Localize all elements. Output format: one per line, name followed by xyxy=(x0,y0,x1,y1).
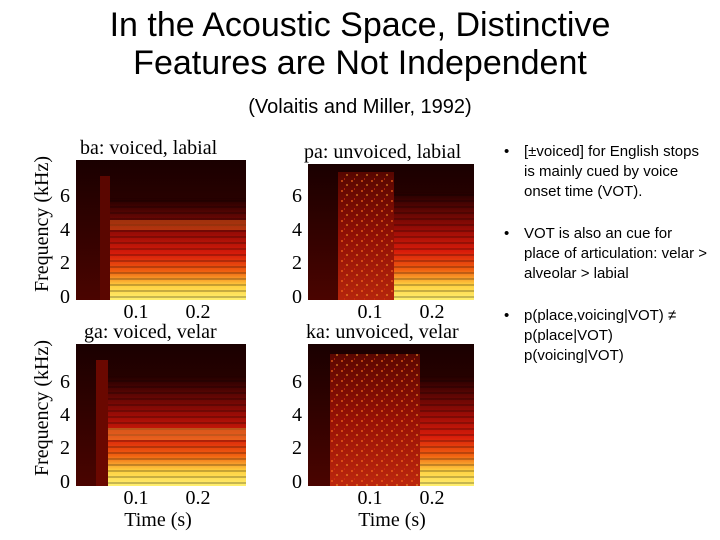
title-line-1: In the Acoustic Space, Distinctive xyxy=(109,6,611,44)
y-tick: 2 xyxy=(292,437,302,459)
bullet-item: • [±voiced] for English stops is mainly … xyxy=(498,142,710,202)
y-tick: 4 xyxy=(292,219,302,241)
x-tick: 0.2 xyxy=(420,301,445,323)
panel-label-ga: ga: voiced, velar xyxy=(84,321,217,343)
bullet-marker: • xyxy=(504,143,510,160)
x-tick: 0.2 xyxy=(420,487,445,509)
y-tick: 0 xyxy=(60,471,70,493)
bullet-text: VOT is also an cue for place of articula… xyxy=(524,225,708,282)
bullet-text: p(place,voicing|VOT) ≠ p(place|VOT) p(vo… xyxy=(524,307,677,364)
bullet-marker: • xyxy=(504,225,510,242)
y-tick: 2 xyxy=(60,252,70,274)
y-tick: 6 xyxy=(292,185,302,207)
spectrogram-pa xyxy=(308,164,474,300)
y-tick: 6 xyxy=(60,371,70,393)
y-axis-label-top: Frequency (kHz) xyxy=(31,156,53,292)
x-tick: 0.1 xyxy=(124,301,149,323)
bullet-list: • [±voiced] for English stops is mainly … xyxy=(498,142,710,388)
bullet-text: [±voiced] for English stops is mainly cu… xyxy=(524,143,699,200)
bullet-item: • p(place,voicing|VOT) ≠ p(place|VOT) p(… xyxy=(498,306,710,366)
panel-label-ka: ka: unvoiced, velar xyxy=(306,321,459,343)
panel-label-pa: pa: unvoiced, labial xyxy=(304,141,462,163)
x-tick: 0.2 xyxy=(186,301,211,323)
x-tick: 0.1 xyxy=(358,487,383,509)
title-line-2: Features are Not Independent xyxy=(133,44,587,82)
panel-label-ba: ba: voiced, labial xyxy=(80,137,218,159)
y-tick: 6 xyxy=(60,185,70,207)
y-tick: 0 xyxy=(292,471,302,493)
x-tick: 0.2 xyxy=(186,487,211,509)
y-tick: 4 xyxy=(60,219,70,241)
spectrogram-ka xyxy=(308,344,474,486)
bullet-marker: • xyxy=(504,307,510,324)
spectrogram-ga xyxy=(76,344,246,486)
spectrogram-figure: ba: voiced, labial pa: unvoiced, labial … xyxy=(0,128,490,540)
x-axis-label-right: Time (s) xyxy=(358,509,426,531)
y-tick: 2 xyxy=(292,252,302,274)
citation: (Volaitis and Miller, 1992) xyxy=(248,96,472,118)
y-tick: 4 xyxy=(60,404,70,426)
y-tick: 6 xyxy=(292,371,302,393)
x-tick: 0.1 xyxy=(358,301,383,323)
x-tick: 0.1 xyxy=(124,487,149,509)
y-axis-label-bottom: Frequency (kHz) xyxy=(31,340,53,476)
y-tick: 0 xyxy=(292,286,302,308)
x-axis-label-left: Time (s) xyxy=(124,509,192,531)
bullet-item: • VOT is also an cue for place of articu… xyxy=(498,224,710,284)
slide-title: In the Acoustic Space, Distinctive Featu… xyxy=(0,6,720,82)
spectrogram-ba xyxy=(76,160,246,300)
y-tick: 2 xyxy=(60,437,70,459)
y-tick: 4 xyxy=(292,404,302,426)
y-tick: 0 xyxy=(60,286,70,308)
